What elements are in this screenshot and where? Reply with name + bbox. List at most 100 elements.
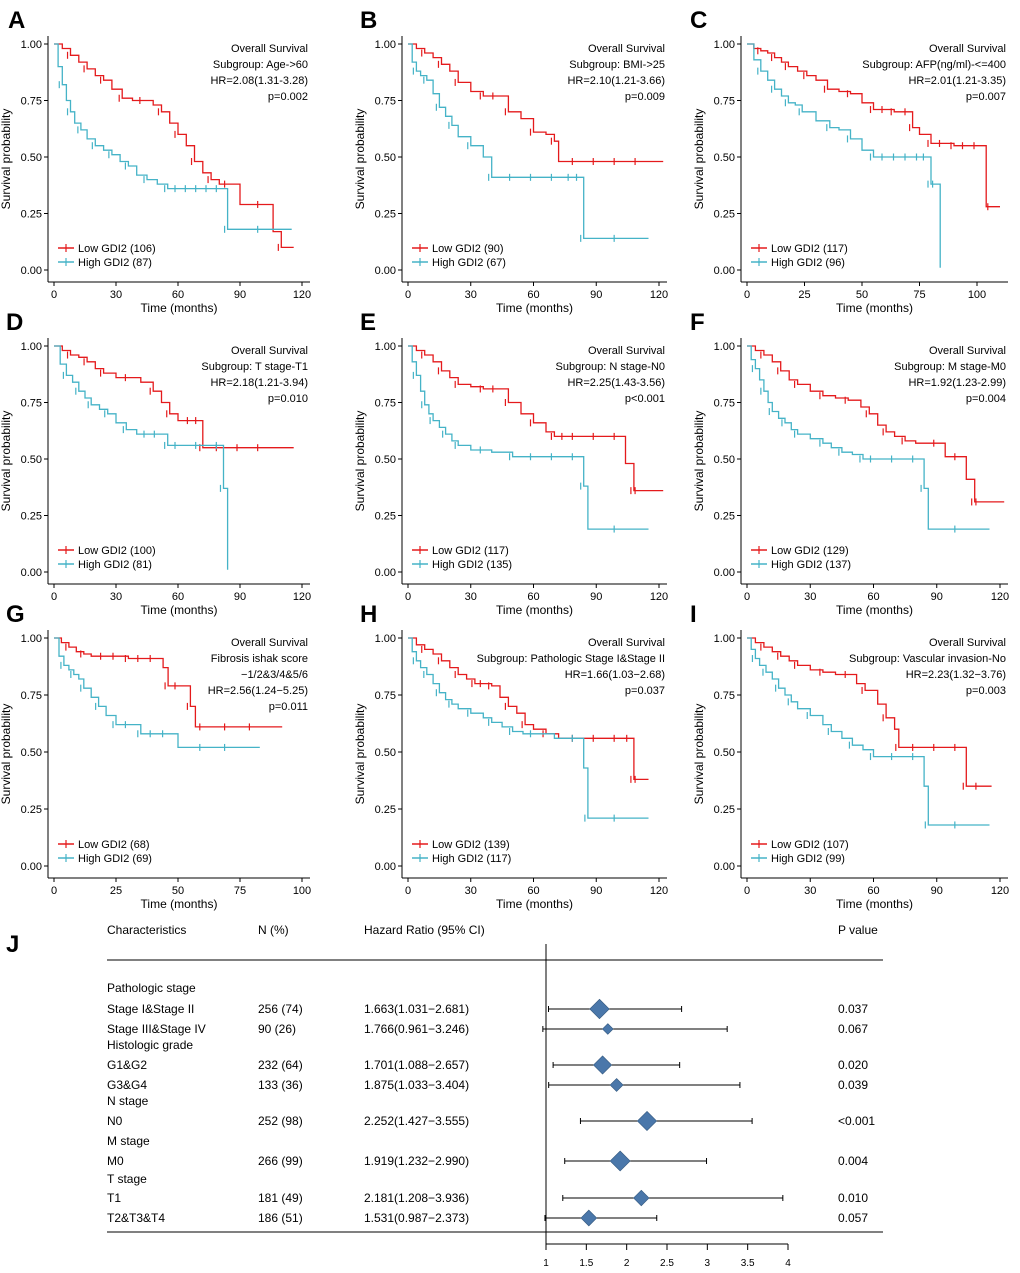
header-hr: Hazard Ratio (95% CI) [364,923,485,937]
forest-row-hr: 2.252(1.427−3.555) [364,1114,469,1128]
legend-entry: High GDI2 (135) [432,559,512,571]
chart-annotation: Subgroup: N stage-N0 [556,361,665,373]
forest-row: Stage III&Stage IV 90 (26) 1.766(0.961−3.2… [107,1022,868,1036]
x-tick-label: 60 [527,885,539,897]
y-tick-label: 0.25 [714,511,735,523]
chart-annotation: −1/2&3/4&5/6 [241,669,308,681]
chart-annotation: p=0.004 [966,393,1006,405]
legend-entry: Low GDI2 (117) [771,243,848,255]
x-tick-label: 120 [991,591,1009,603]
y-tick-label: 0.50 [21,747,42,759]
forest-x-tick-label: 4 [785,1258,791,1269]
forest-row: Stage I&Stage II 256 (74) 1.663(1.031−2.68… [107,998,868,1020]
x-tick-label: 0 [744,289,750,301]
km-panel-d: D 0.00 0.25 0.50 0.75 1.00 0 30 60 90 120 Time (mon… [0,309,311,617]
legend-entry: Low GDI2 (139) [432,839,510,851]
forest-row-label: N0 [107,1114,123,1128]
km-curve-high [747,43,941,268]
forest-row-label: Stage III&Stage IV [107,1022,206,1036]
y-axis-label: Survival probability [0,704,13,805]
legend-entry: Low GDI2 (107) [771,839,849,851]
legend-entry: High GDI2 (69) [78,853,152,865]
y-tick-label: 1.00 [714,633,735,645]
forest-row-p: 0.067 [838,1022,868,1036]
chart-annotation: HR=1.92(1.23-2.99) [908,377,1006,389]
y-tick-label: 0.00 [714,265,735,277]
km-panel-h: H 0.00 0.25 0.50 0.75 1.00 0 30 60 90 120 Time (mon… [353,601,668,911]
x-tick-label: 90 [590,591,602,603]
y-tick-label: 0.00 [714,567,735,579]
chart-annotation: Subgroup: M stage-M0 [894,361,1006,373]
legend-entry: Low GDI2 (100) [78,545,156,557]
y-tick-label: 0.25 [375,511,396,523]
y-tick-label: 0.50 [375,747,396,759]
km-curve-high [408,637,649,819]
y-axis-label: Survival probability [353,109,367,210]
forest-x-tick-label: 1 [543,1258,549,1269]
forest-row-n: 232 (64) [258,1058,303,1072]
x-tick-label: 0 [405,885,411,897]
y-tick-label: 0.75 [21,96,42,108]
forest-row-n: 266 (99) [258,1154,303,1168]
x-tick-label: 120 [293,591,311,603]
legend-entry: Low GDI2 (90) [432,243,504,255]
chart-annotation: HR=2.08(1.31-3.28) [210,75,308,87]
x-tick-label: 100 [293,885,311,897]
hr-diamond [609,1150,631,1172]
km-curve-low [747,637,992,787]
forest-row-label: T1 [107,1191,121,1205]
chart-annotation: HR=2.23(1.32−3.76) [906,669,1006,681]
forest-row: N0 252 (98) 2.252(1.427−3.555) <0.001 [107,1110,875,1132]
y-tick-label: 1.00 [21,633,42,645]
x-axis-label: Time (months) [496,897,573,911]
forest-row-hr: 1.919(1.232−2.990) [364,1154,469,1168]
forest-row-label: M0 [107,1154,124,1168]
y-tick-label: 0.75 [375,398,396,410]
x-tick-label: 120 [650,289,668,301]
forest-row-n: 256 (74) [258,1002,303,1016]
km-curve-low [54,43,294,249]
y-tick-label: 0.00 [21,265,42,277]
legend-entry: High GDI2 (87) [78,257,152,269]
y-tick-label: 1.00 [21,39,42,51]
y-tick-label: 0.00 [714,861,735,873]
chart-annotation: p<0.001 [625,393,665,405]
y-tick-label: 0.75 [21,398,42,410]
y-axis-label: Survival probability [692,704,706,805]
x-tick-label: 60 [867,591,879,603]
y-axis-label: Survival probability [692,411,706,512]
panel-letter: G [6,601,25,628]
forest-row-label: Stage I&Stage II [107,1002,194,1016]
y-tick-label: 0.00 [375,567,396,579]
forest-group-label: N stage [107,1094,149,1108]
km-curve-low [54,637,283,728]
y-axis-label: Survival probability [0,411,13,512]
x-tick-label: 90 [590,289,602,301]
x-tick-label: 30 [465,289,477,301]
x-tick-label: 30 [804,591,816,603]
forest-row: M0 266 (99) 1.919(1.232−2.990) 0.004 [107,1150,868,1172]
x-tick-label: 75 [234,885,246,897]
chart-title: Overall Survival [231,345,308,357]
x-tick-label: 0 [744,591,750,603]
panel-letter: A [8,7,25,34]
forest-x-tick-label: 2.5 [660,1258,674,1269]
y-tick-label: 0.00 [21,861,42,873]
y-axis-label: Survival probability [692,109,706,210]
y-tick-label: 0.75 [714,398,735,410]
x-tick-label: 60 [867,885,879,897]
km-curve-low [408,43,664,163]
x-tick-label: 0 [405,591,411,603]
forest-row-n: 252 (98) [258,1114,303,1128]
chart-title: Overall Survival [929,345,1006,357]
forest-row-p: 0.037 [838,1002,868,1016]
forest-group-label: M stage [107,1134,150,1148]
forest-row-label: T2&T3&T4 [107,1211,165,1225]
legend-entry: Low GDI2 (129) [771,545,849,557]
forest-row-hr: 2.181(1.208−3.936) [364,1191,469,1205]
x-tick-label: 25 [798,289,810,301]
km-curve-low [747,43,1000,208]
y-tick-label: 0.50 [375,454,396,466]
chart-annotation: p=0.011 [269,701,308,713]
km-panel-b: B 0.00 0.25 0.50 0.75 1.00 0 30 60 90 120 Time (mon… [353,7,668,315]
